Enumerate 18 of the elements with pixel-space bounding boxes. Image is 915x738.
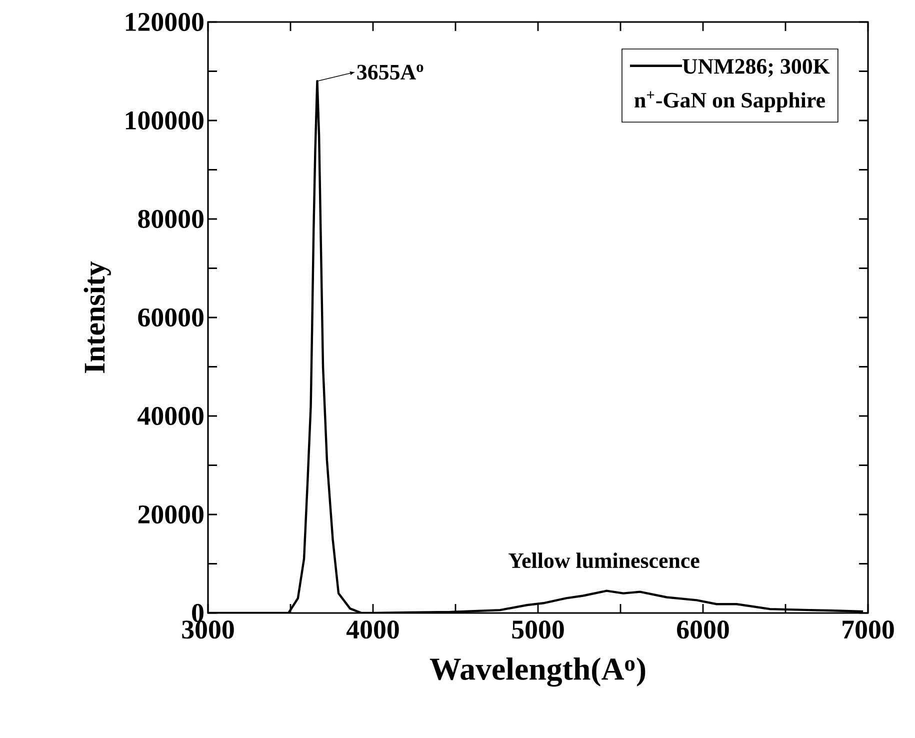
y-tick-label: 0 — [192, 604, 204, 622]
y-tick-label: 60000 — [138, 308, 204, 327]
y-tick-label: 120000 — [126, 12, 204, 32]
legend-label: UNM286; 300K — [682, 58, 830, 77]
y-tick-label: 40000 — [138, 406, 204, 426]
x-tick-label: 6000 — [677, 620, 729, 639]
y-tick-label: 100000 — [126, 111, 204, 130]
x-tick-label: 5000 — [512, 620, 564, 639]
annotation: 3655A$^{o}$ — [357, 64, 424, 80]
annotation: Yellow luminescence — [508, 552, 700, 568]
x-tick-label: 7000 — [842, 620, 894, 639]
y-tick-label: 20000 — [138, 505, 204, 524]
y-tick-label: 80000 — [138, 210, 204, 228]
x-tick-label: 3000 — [182, 620, 234, 639]
x-tick-label: 4000 — [346, 620, 399, 639]
y-axis-title: Intensity — [84, 261, 111, 373]
x-axis-title: Wavelength(A$^{o}$) — [430, 658, 646, 687]
annotation: n$^{+}$-GaN on Sapphire — [634, 91, 825, 112]
